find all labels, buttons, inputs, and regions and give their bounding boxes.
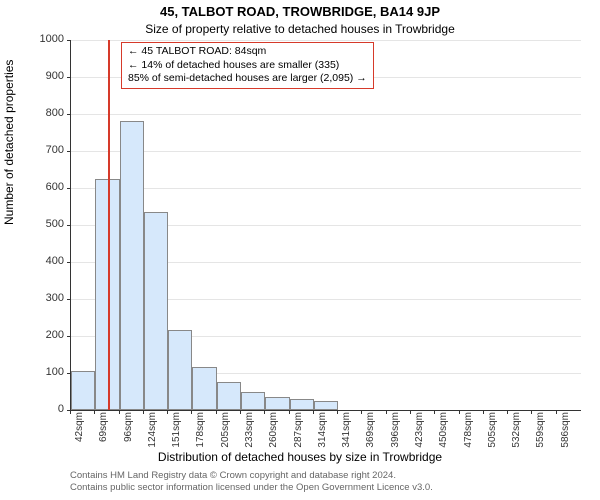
- histogram-bar: [265, 397, 289, 410]
- page-title-address: 45, TALBOT ROAD, TROWBRIDGE, BA14 9JP: [0, 4, 600, 19]
- histogram-bar: [192, 367, 216, 410]
- xtick-label: 124sqm: [147, 412, 158, 462]
- xtick-mark: [216, 410, 217, 414]
- xtick-label: 586sqm: [560, 412, 571, 462]
- annotation-line: 85% of semi-detached houses are larger (…: [128, 72, 367, 86]
- y-axis-label: Number of detached properties: [2, 60, 16, 225]
- xtick-label: 478sqm: [463, 412, 474, 462]
- xtick-label: 96sqm: [123, 412, 134, 462]
- ytick-mark: [67, 299, 71, 300]
- gridline: [71, 188, 581, 189]
- ytick-label: 400: [24, 255, 64, 267]
- ytick-mark: [67, 114, 71, 115]
- xtick-mark: [434, 410, 435, 414]
- credits-line-2: Contains public sector information licen…: [70, 482, 433, 494]
- chart-plot-area: ← 45 TALBOT ROAD: 84sqm← 14% of detached…: [70, 40, 581, 411]
- credits-line-1: Contains HM Land Registry data © Crown c…: [70, 470, 433, 482]
- histogram-bar: [168, 330, 192, 410]
- xtick-label: 369sqm: [365, 412, 376, 462]
- annotation-line: ← 45 TALBOT ROAD: 84sqm: [128, 45, 367, 59]
- xtick-mark: [240, 410, 241, 414]
- ytick-label: 600: [24, 181, 64, 193]
- ytick-label: 500: [24, 218, 64, 230]
- page-title-subtitle: Size of property relative to detached ho…: [0, 22, 600, 36]
- ytick-label: 0: [24, 403, 64, 415]
- xtick-mark: [556, 410, 557, 414]
- xtick-mark: [289, 410, 290, 414]
- xtick-label: 287sqm: [293, 412, 304, 462]
- xtick-label: 341sqm: [341, 412, 352, 462]
- ytick-mark: [67, 336, 71, 337]
- histogram-bar: [120, 121, 144, 410]
- ytick-label: 200: [24, 329, 64, 341]
- xtick-label: 69sqm: [98, 412, 109, 462]
- xtick-label: 396sqm: [390, 412, 401, 462]
- histogram-bar: [217, 382, 241, 410]
- xtick-label: 151sqm: [171, 412, 182, 462]
- xtick-label: 42sqm: [74, 412, 85, 462]
- ytick-label: 100: [24, 366, 64, 378]
- xtick-mark: [507, 410, 508, 414]
- gridline: [71, 114, 581, 115]
- xtick-mark: [483, 410, 484, 414]
- xtick-mark: [459, 410, 460, 414]
- xtick-label: 205sqm: [220, 412, 231, 462]
- gridline: [71, 40, 581, 41]
- ytick-label: 300: [24, 292, 64, 304]
- ytick-label: 900: [24, 70, 64, 82]
- xtick-mark: [410, 410, 411, 414]
- ytick-mark: [67, 77, 71, 78]
- marker-line: [108, 40, 110, 410]
- xtick-mark: [70, 410, 71, 414]
- xtick-mark: [119, 410, 120, 414]
- xtick-mark: [167, 410, 168, 414]
- ytick-label: 1000: [24, 33, 64, 45]
- annotation-box: ← 45 TALBOT ROAD: 84sqm← 14% of detached…: [121, 42, 374, 89]
- ytick-mark: [67, 40, 71, 41]
- histogram-bar: [290, 399, 314, 410]
- xtick-mark: [264, 410, 265, 414]
- xtick-label: 423sqm: [414, 412, 425, 462]
- xtick-label: 559sqm: [535, 412, 546, 462]
- xtick-label: 260sqm: [268, 412, 279, 462]
- xtick-label: 450sqm: [438, 412, 449, 462]
- xtick-mark: [313, 410, 314, 414]
- histogram-bar: [71, 371, 95, 410]
- xtick-mark: [191, 410, 192, 414]
- xtick-label: 532sqm: [511, 412, 522, 462]
- gridline: [71, 151, 581, 152]
- xtick-mark: [531, 410, 532, 414]
- xtick-label: 178sqm: [195, 412, 206, 462]
- histogram-bar: [95, 179, 119, 410]
- ytick-mark: [67, 188, 71, 189]
- credits-text: Contains HM Land Registry data © Crown c…: [70, 470, 433, 494]
- xtick-label: 314sqm: [317, 412, 328, 462]
- ytick-mark: [67, 151, 71, 152]
- xtick-label: 505sqm: [487, 412, 498, 462]
- xtick-mark: [361, 410, 362, 414]
- xtick-mark: [386, 410, 387, 414]
- histogram-bar: [144, 212, 168, 410]
- xtick-mark: [94, 410, 95, 414]
- xtick-mark: [337, 410, 338, 414]
- xtick-mark: [143, 410, 144, 414]
- xtick-label: 233sqm: [244, 412, 255, 462]
- ytick-label: 800: [24, 107, 64, 119]
- histogram-bar: [314, 401, 338, 410]
- ytick-label: 700: [24, 144, 64, 156]
- ytick-mark: [67, 262, 71, 263]
- ytick-mark: [67, 225, 71, 226]
- annotation-line: ← 14% of detached houses are smaller (33…: [128, 59, 367, 73]
- histogram-bar: [241, 392, 265, 411]
- ytick-mark: [67, 373, 71, 374]
